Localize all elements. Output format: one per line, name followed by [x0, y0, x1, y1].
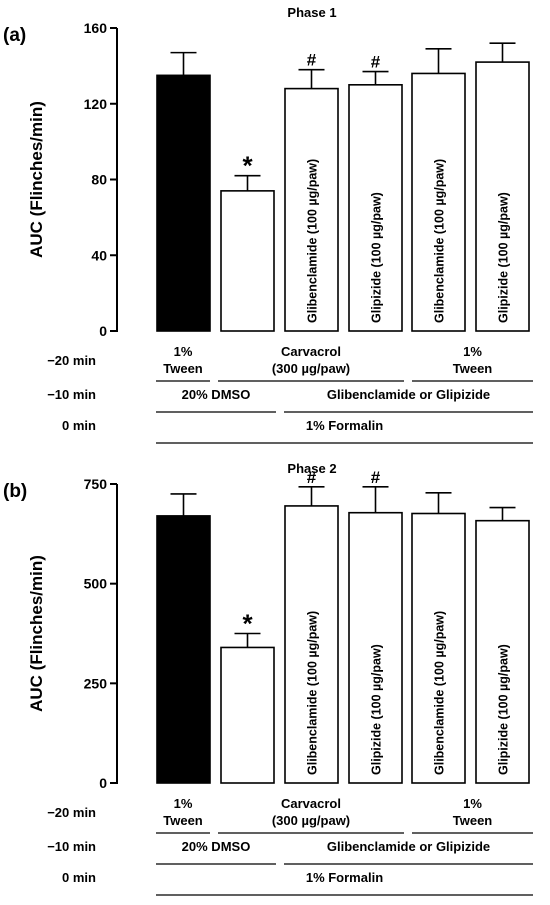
treatment-label: Tween [163, 813, 203, 828]
significance-hash: # [307, 51, 317, 70]
treatment-label: 1% Formalin [306, 870, 383, 885]
treatment-label: 1% [174, 796, 193, 811]
bar [475, 61, 530, 332]
y-tick-label: 250 [84, 675, 108, 691]
bar [348, 511, 403, 784]
y-tick-label: 0 [99, 775, 107, 791]
chart-panel-2: (b) Phase 2 0 250 500 750 AUC (Flinches/min) * #… [3, 461, 533, 896]
bar-inner-label: Glipizide (100 µg/paw) [370, 644, 384, 775]
treatment-label: 1% [463, 344, 482, 359]
bar-inner-label: Glipizide (100 µg/paw) [370, 192, 384, 323]
y-axis-label: AUC (Flinches/min) [27, 555, 46, 712]
treatment-label: 20% DMSO [182, 839, 251, 854]
time-label: −10 min [47, 839, 96, 854]
treatment-label: Glibenclamide or Glipizide [327, 839, 490, 854]
y-tick-label: 750 [84, 476, 108, 492]
treatment-label: (300 µg/paw) [272, 361, 350, 376]
bar [475, 519, 530, 784]
time-label: 0 min [62, 870, 96, 885]
panel-label: (a) [3, 25, 26, 46]
time-label: −20 min [47, 353, 96, 368]
y-tick-label: 160 [84, 20, 108, 36]
chart-title: Phase 1 [287, 5, 336, 20]
time-label: 0 min [62, 418, 96, 433]
bar [220, 190, 275, 332]
time-label: −20 min [47, 805, 96, 820]
treatment-label: Tween [453, 813, 493, 828]
bar [156, 515, 211, 784]
panel-label: (b) [3, 481, 27, 502]
treatment-label: Carvacrol [281, 796, 341, 811]
significance-star: * [242, 609, 253, 639]
significance-star: * [242, 151, 253, 181]
significance-hash: # [371, 468, 381, 487]
treatment-label: (300 µg/paw) [272, 813, 350, 828]
treatment-label: 1% [463, 796, 482, 811]
bar [284, 505, 339, 784]
y-axis-label: AUC (Flinches/min) [27, 101, 46, 258]
bar-inner-label: Glipizide (100 µg/paw) [497, 192, 511, 323]
bar-inner-label: Glibenclamide (100 µg/paw) [306, 159, 320, 323]
bar-inner-label: Glibenclamide (100 µg/paw) [433, 611, 447, 775]
chart-panel-1: (a) Phase 1 0 40 80 120 160 AUC (Flinches/min) *… [3, 5, 533, 444]
bar [411, 72, 466, 332]
bar [156, 74, 211, 332]
bar-inner-label: Glipizide (100 µg/paw) [497, 644, 511, 775]
y-tick-label: 0 [99, 323, 107, 339]
treatment-label: Glibenclamide or Glipizide [327, 387, 490, 402]
significance-hash: # [307, 468, 317, 487]
treatment-label: Tween [163, 361, 203, 376]
treatment-label: 1% Formalin [306, 418, 383, 433]
bar-inner-label: Glibenclamide (100 µg/paw) [433, 159, 447, 323]
treatment-label: Tween [453, 361, 493, 376]
y-tick-label: 40 [91, 247, 107, 263]
bar-inner-label: Glibenclamide (100 µg/paw) [306, 611, 320, 775]
bar [220, 646, 275, 784]
y-tick-label: 80 [91, 172, 107, 188]
chart-title: Phase 2 [287, 461, 336, 476]
treatment-label: 1% [174, 344, 193, 359]
treatment-label: 20% DMSO [182, 387, 251, 402]
treatment-label: Carvacrol [281, 344, 341, 359]
y-tick-label: 120 [84, 96, 108, 112]
y-tick-label: 500 [84, 576, 108, 592]
significance-hash: # [371, 53, 381, 72]
bar [411, 512, 466, 784]
time-label: −10 min [47, 387, 96, 402]
